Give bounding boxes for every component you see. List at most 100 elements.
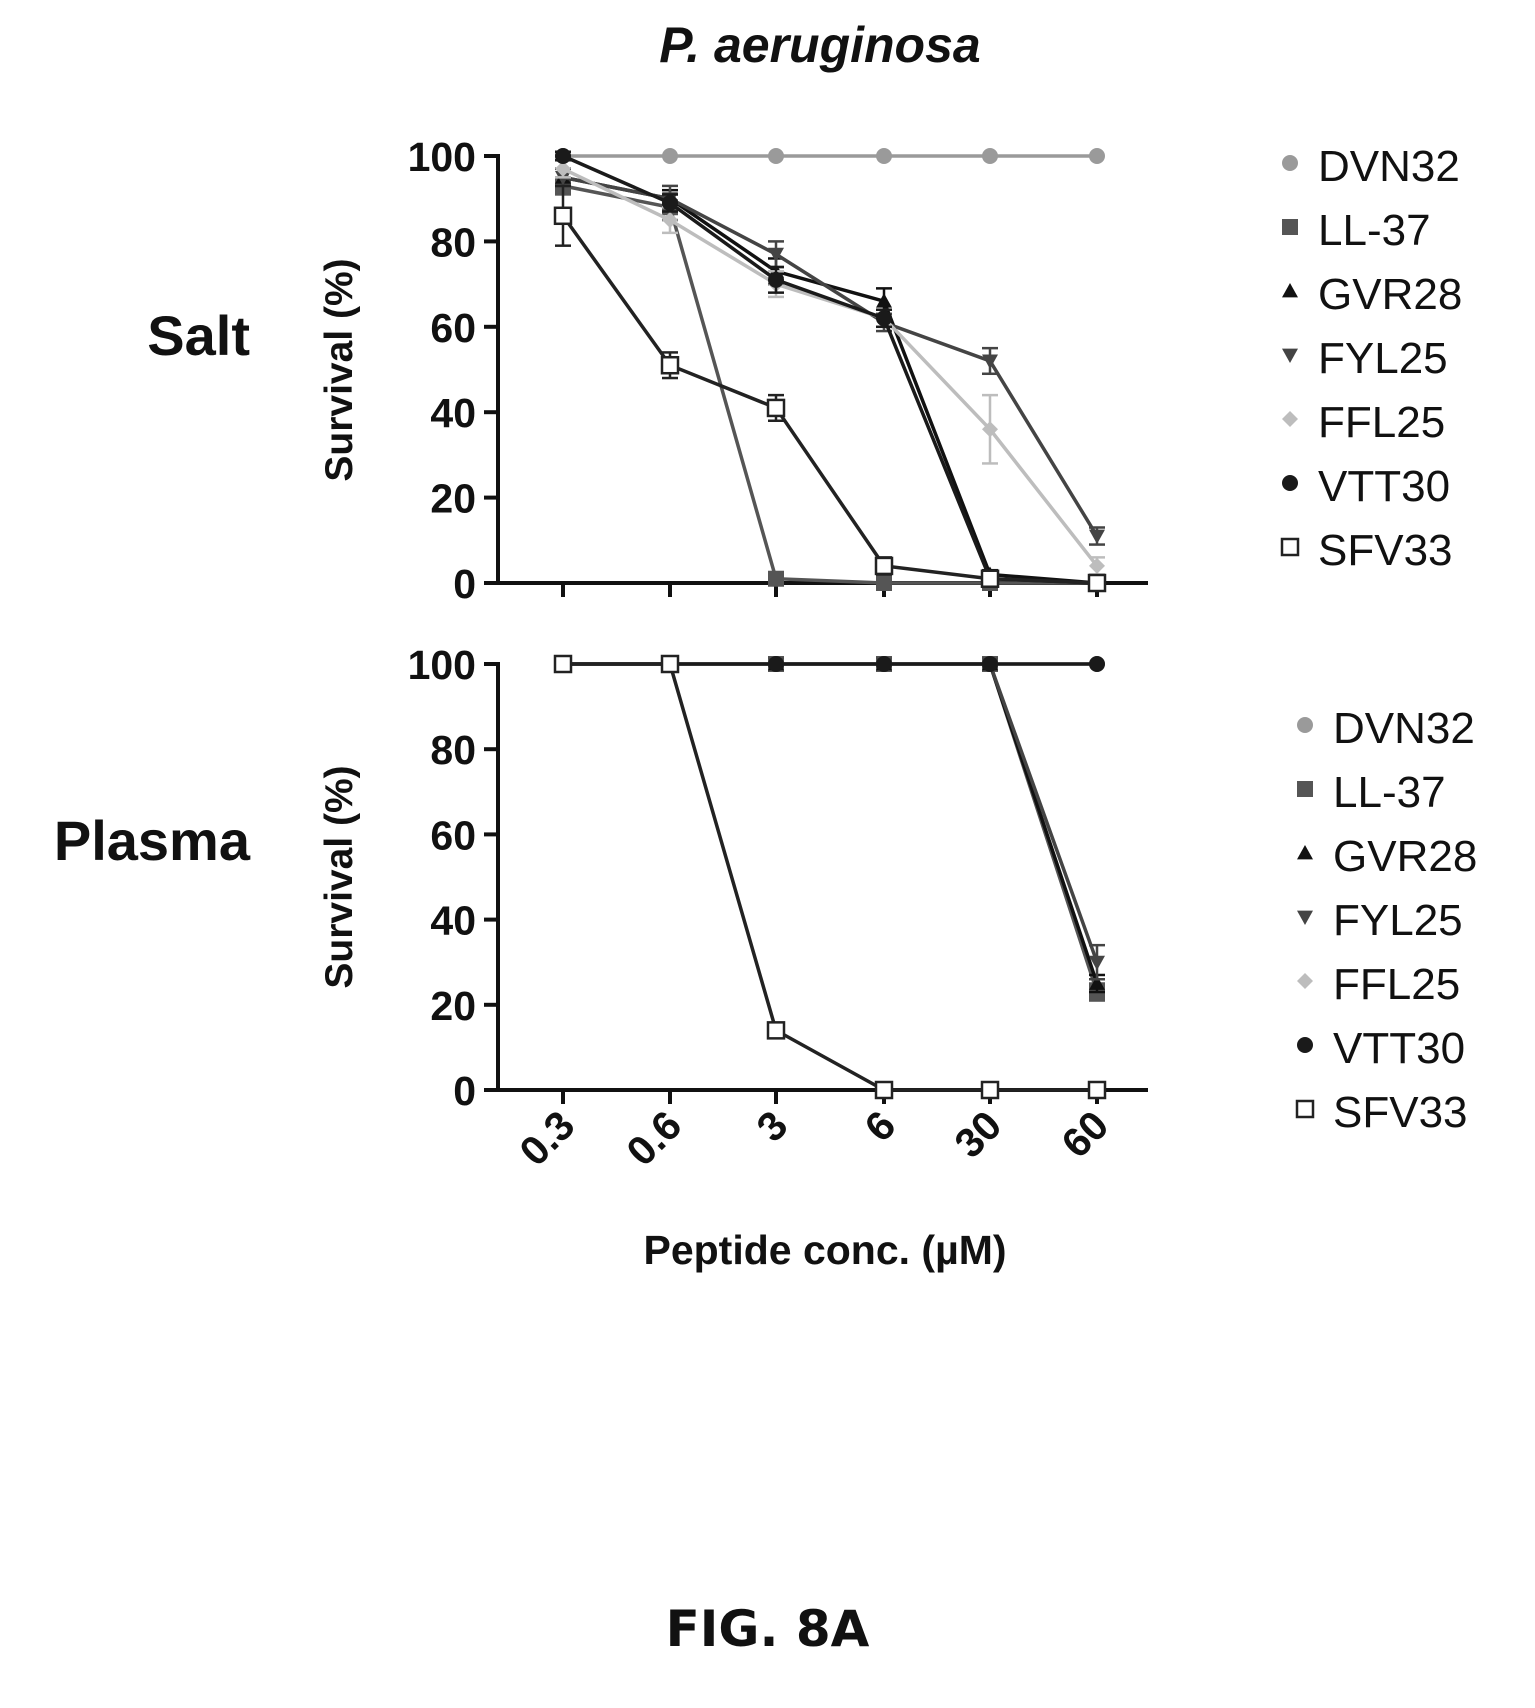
sfv33-point (980, 569, 1000, 588)
legend-marker-fyl25 (1282, 348, 1298, 363)
legend-marker-sfv33 (1280, 537, 1300, 557)
sfv33-point (553, 206, 573, 226)
plasma-legend: DVN32 LL-37 GVR28 FYL25 FFL25 VTT30 SFV33 (1295, 704, 1477, 1137)
plasma-y-tick-label: 80 (430, 727, 476, 773)
sfv33-point (766, 398, 786, 418)
gvr28-point (1089, 975, 1105, 990)
ll-37-point (876, 575, 892, 591)
vtt30-point (768, 271, 784, 288)
legend-marker-ll-37 (1297, 781, 1313, 797)
salt-y-axis-label: Survival (%) (318, 258, 361, 481)
vtt30-point (876, 656, 892, 672)
legend-marker-gvr28 (1282, 283, 1298, 298)
plasma-y-tick-label: 0 (453, 1068, 476, 1114)
plasma-x-tick-label: 3 (748, 1102, 797, 1151)
legend-label-gvr28: GVR28 (1333, 832, 1477, 881)
ffl25-point (1089, 557, 1105, 574)
salt-y-tick-label: 80 (430, 219, 476, 265)
dvn32-point (982, 148, 998, 164)
vtt30-point (555, 148, 571, 164)
legend-label-ll-37: LL-37 (1318, 206, 1431, 255)
legend-marker-dvn32 (1282, 155, 1298, 171)
salt-y-tick-label: 40 (430, 390, 476, 436)
salt-y-tick-label: 100 (408, 134, 476, 180)
sfv33-point (874, 1080, 894, 1100)
sfv33-point (1087, 573, 1107, 593)
ffl25-point (662, 212, 678, 229)
plasma-y-tick-label: 40 (430, 898, 476, 944)
plasma-x-tick-label: 0.3 (511, 1102, 584, 1175)
gvr28-line (563, 662, 1099, 985)
dvn32-point (768, 148, 784, 164)
gvr28-point (876, 293, 892, 308)
salt-series-gvr28 (555, 167, 1105, 590)
sfv33-line (561, 214, 1098, 585)
salt-series-ll-37 (555, 176, 1105, 591)
vtt30-point (982, 656, 998, 672)
plasma-y-tick-label: 20 (430, 983, 476, 1029)
dvn32-point (662, 148, 678, 164)
legend-marker-dvn32 (1297, 717, 1313, 733)
dvn32-point (1089, 148, 1105, 164)
salt-series-dvn32 (555, 148, 1105, 164)
salt-series-vtt30 (555, 148, 1105, 591)
plasma-panel-label: Plasma (54, 809, 251, 872)
legend-label-ll-37: LL-37 (1333, 768, 1446, 817)
dvn32-point (876, 148, 892, 164)
vtt30-line (562, 154, 1098, 585)
legend-label-dvn32: DVN32 (1333, 704, 1475, 753)
vtt30-point (1089, 656, 1105, 672)
sfv33-point (874, 556, 894, 576)
legend-marker-gvr28 (1297, 845, 1313, 860)
legend-label-sfv33: SFV33 (1318, 526, 1453, 575)
figure-title: P. aeruginosa (659, 17, 980, 73)
legend-marker-fyl25 (1297, 910, 1313, 925)
plasma-y-axis-label: Survival (%) (318, 765, 361, 988)
salt-series-ffl25 (555, 159, 1105, 576)
plasma-panel: Plasma Survival (%) 0 20 40 60 80 100 0.3 0.6 3 6 30… (54, 642, 1477, 1175)
sfv33-point (553, 654, 573, 674)
plasma-x-tick-label: 0.6 (618, 1102, 691, 1175)
legend-label-gvr28: GVR28 (1318, 270, 1462, 319)
legend-label-ffl25: FFL25 (1333, 960, 1460, 1009)
ll-37-line (563, 662, 1099, 993)
sfv33-point (1087, 1080, 1107, 1100)
legend-label-vtt30: VTT30 (1318, 462, 1450, 511)
sfv33-point (660, 355, 680, 375)
gvr28-line (562, 175, 1098, 585)
ffl25-point (555, 160, 571, 177)
legend-label-dvn32: DVN32 (1318, 142, 1460, 191)
vtt30-point (768, 656, 784, 672)
fyl25-point (982, 354, 998, 369)
salt-panel: Salt Survival (%) 0 20 40 60 80 100 DVN32 LL-37 GV… (147, 134, 1462, 607)
salt-y-tick-label: 0 (453, 561, 476, 607)
x-axis-title: Peptide conc. (µM) (643, 1227, 1006, 1273)
fyl25-point (768, 247, 784, 263)
legend-label-fyl25: FYL25 (1318, 334, 1448, 383)
legend-marker-ffl25 (1282, 411, 1298, 427)
vtt30-point (662, 194, 678, 211)
sfv33-point (660, 654, 680, 674)
legend-marker-vtt30 (1282, 475, 1298, 491)
ffl25-point (982, 421, 998, 438)
fyl25-point (1089, 955, 1105, 971)
legend-marker-ffl25 (1297, 973, 1313, 989)
sfv33-line (563, 662, 1097, 1092)
salt-panel-label: Salt (147, 304, 250, 367)
figure-label: FIG. 8A (665, 1600, 870, 1658)
fyl25-line (562, 175, 1099, 537)
fyl25-line (563, 662, 1099, 963)
legend-marker-sfv33 (1295, 1099, 1315, 1119)
legend-marker-ll-37 (1282, 219, 1298, 235)
plasma-series-sfv33 (553, 654, 1107, 1100)
vtt30-point (876, 310, 892, 327)
plasma-series-ll-37 (555, 656, 1105, 1002)
plasma-series-gvr28 (555, 656, 1105, 994)
salt-series-sfv33 (553, 184, 1107, 593)
ll-37-point (768, 570, 784, 587)
plasma-y-tick-label: 100 (408, 642, 476, 688)
legend-marker-vtt30 (1297, 1037, 1313, 1053)
plasma-series-fyl25 (555, 657, 1105, 981)
legend-label-vtt30: VTT30 (1333, 1024, 1465, 1073)
